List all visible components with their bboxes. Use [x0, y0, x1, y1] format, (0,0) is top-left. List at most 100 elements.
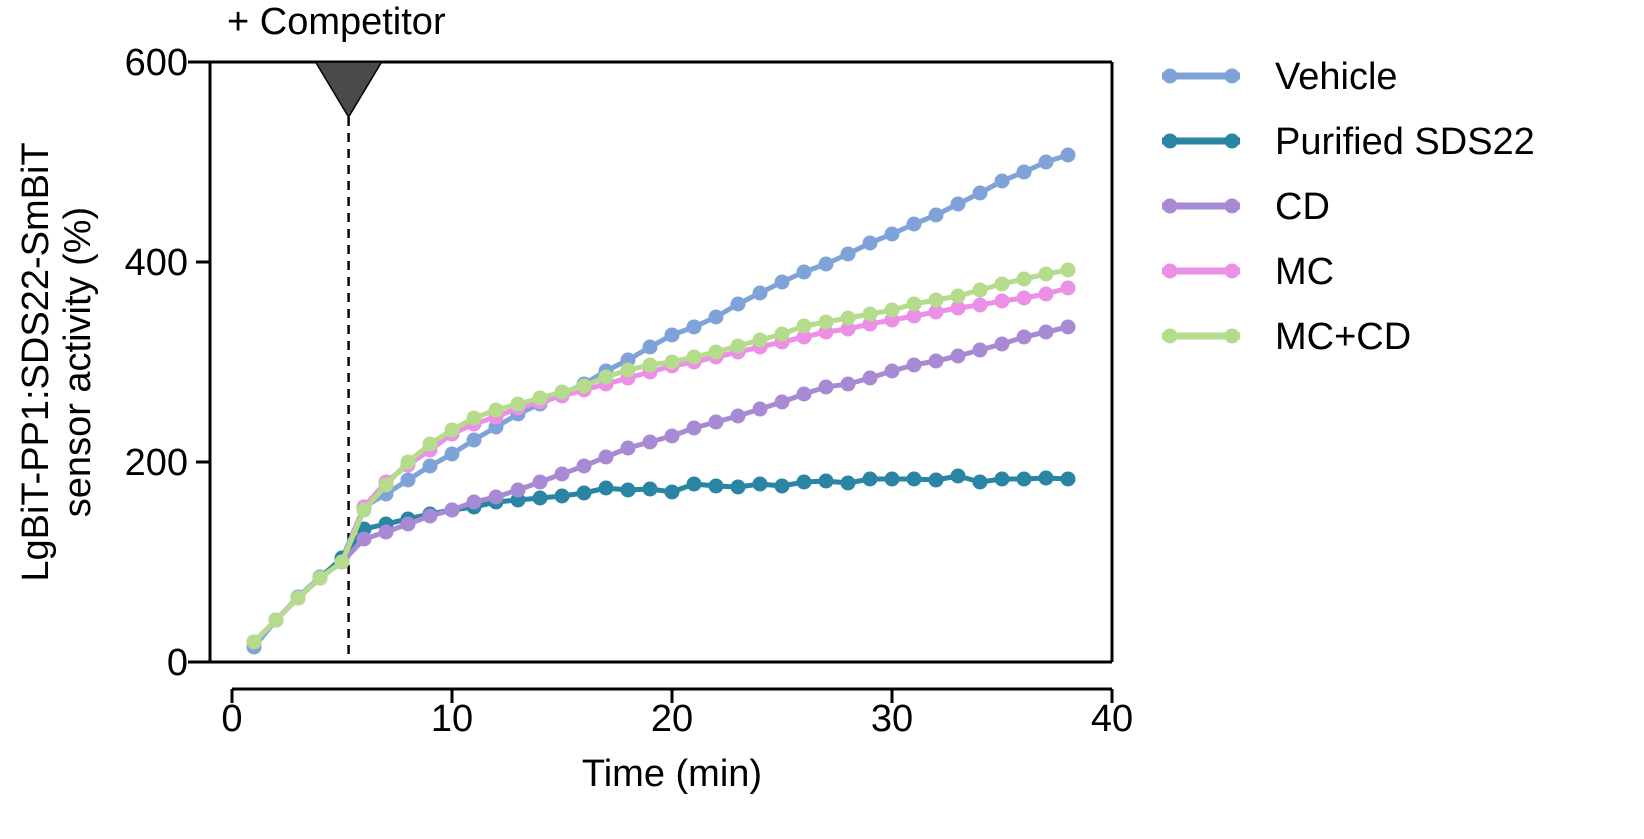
y-tick-label: 600	[125, 42, 188, 84]
data-point-purified-sds22	[994, 471, 1010, 487]
data-point-cd	[994, 336, 1010, 352]
series-cd	[246, 319, 1076, 650]
data-point-purified-sds22	[972, 474, 988, 490]
data-point-cd	[422, 508, 438, 524]
data-point-mc-cd	[752, 332, 768, 348]
data-point-purified-sds22	[884, 471, 900, 487]
data-point-mc	[1016, 290, 1032, 306]
data-point-mc-cd	[906, 296, 922, 312]
data-point-mc-cd	[1016, 271, 1032, 287]
data-point-cd	[1016, 329, 1032, 345]
data-point-vehicle	[950, 196, 966, 212]
data-point-mc	[1038, 286, 1054, 302]
data-point-mc-cd	[884, 302, 900, 318]
data-point-purified-sds22	[532, 490, 548, 506]
legend-label: MC	[1275, 251, 1334, 293]
data-point-mc-cd	[422, 436, 438, 452]
x-tick-label: 0	[221, 698, 242, 740]
legend-swatch-marker	[1162, 263, 1178, 279]
data-point-mc-cd	[246, 634, 262, 650]
legend-label: Vehicle	[1275, 56, 1398, 98]
data-point-mc-cd	[796, 318, 812, 334]
data-point-cd	[510, 482, 526, 498]
data-point-purified-sds22	[840, 475, 856, 491]
data-point-mc-cd	[950, 288, 966, 304]
y-axis-title-line2: sensor activity (%)	[57, 207, 99, 517]
data-point-vehicle	[708, 309, 724, 325]
data-point-cd	[862, 370, 878, 386]
data-point-purified-sds22	[554, 488, 570, 504]
data-point-mc	[950, 300, 966, 316]
series-mc-cd	[246, 262, 1076, 650]
data-point-mc-cd	[1038, 266, 1054, 282]
data-point-purified-sds22	[796, 474, 812, 490]
legend-swatch-marker	[1162, 133, 1178, 149]
legend-label: CD	[1275, 186, 1330, 228]
data-point-purified-sds22	[664, 484, 680, 500]
x-tick-label: 20	[651, 698, 693, 740]
data-point-vehicle	[422, 458, 438, 474]
data-point-mc	[994, 293, 1010, 309]
data-point-cd	[708, 414, 724, 430]
data-point-cd	[620, 440, 636, 456]
data-point-vehicle	[466, 432, 482, 448]
data-point-mc-cd	[774, 326, 790, 342]
x-tick-label: 10	[431, 698, 473, 740]
data-point-mc-cd	[994, 276, 1010, 292]
x-tick-label: 40	[1091, 698, 1133, 740]
data-point-vehicle	[1060, 147, 1076, 163]
data-point-mc	[796, 329, 812, 345]
data-point-mc-cd	[708, 344, 724, 360]
data-point-mc-cd	[642, 357, 658, 373]
data-point-cd	[400, 516, 416, 532]
data-point-mc-cd	[576, 378, 592, 394]
data-point-purified-sds22	[620, 482, 636, 498]
legend: Vehicle Purified SDS22 CD MC MC+CD	[1162, 56, 1535, 358]
data-point-purified-sds22	[642, 481, 658, 497]
data-point-vehicle	[994, 173, 1010, 189]
data-point-purified-sds22	[1038, 470, 1054, 486]
data-point-mc-cd	[466, 410, 482, 426]
data-point-cd	[906, 357, 922, 373]
series-line-mc-cd	[252, 267, 1069, 644]
data-point-cd	[840, 376, 856, 392]
data-point-cd	[884, 363, 900, 379]
data-point-mc	[1060, 280, 1076, 296]
data-point-purified-sds22	[950, 468, 966, 484]
legend-swatch-marker	[1162, 198, 1178, 214]
series-line-vehicle	[252, 152, 1069, 649]
data-point-vehicle	[840, 246, 856, 262]
data-point-cd	[928, 353, 944, 369]
data-point-purified-sds22	[1060, 471, 1076, 487]
y-tick-label: 0	[167, 642, 188, 684]
series-vehicle	[246, 147, 1076, 655]
data-point-mc	[906, 308, 922, 324]
data-point-purified-sds22	[906, 471, 922, 487]
data-point-vehicle	[1038, 154, 1054, 170]
data-point-cd	[752, 401, 768, 417]
data-point-vehicle	[862, 235, 878, 251]
data-point-mc-cd	[290, 590, 306, 606]
legend-item-mc: MC	[1162, 251, 1334, 293]
data-point-mc-cd	[268, 612, 284, 628]
data-point-cd	[686, 420, 702, 436]
data-point-purified-sds22	[928, 472, 944, 488]
y-tick-label: 400	[125, 242, 188, 284]
data-point-vehicle	[796, 264, 812, 280]
data-point-mc-cd	[620, 362, 636, 378]
data-point-vehicle	[642, 339, 658, 355]
data-point-cd	[532, 474, 548, 490]
data-point-mc-cd	[598, 369, 614, 385]
data-point-vehicle	[686, 319, 702, 335]
data-point-vehicle	[884, 226, 900, 242]
data-point-cd	[1060, 319, 1076, 335]
data-point-mc-cd	[532, 390, 548, 406]
data-point-mc-cd	[400, 454, 416, 470]
y-tick-label: 200	[125, 442, 188, 484]
data-point-mc-cd	[378, 477, 394, 493]
data-point-vehicle	[664, 327, 680, 343]
competitor-annotation: + Competitor	[227, 1, 446, 662]
data-point-mc-cd	[488, 402, 504, 418]
data-point-vehicle	[730, 296, 746, 312]
